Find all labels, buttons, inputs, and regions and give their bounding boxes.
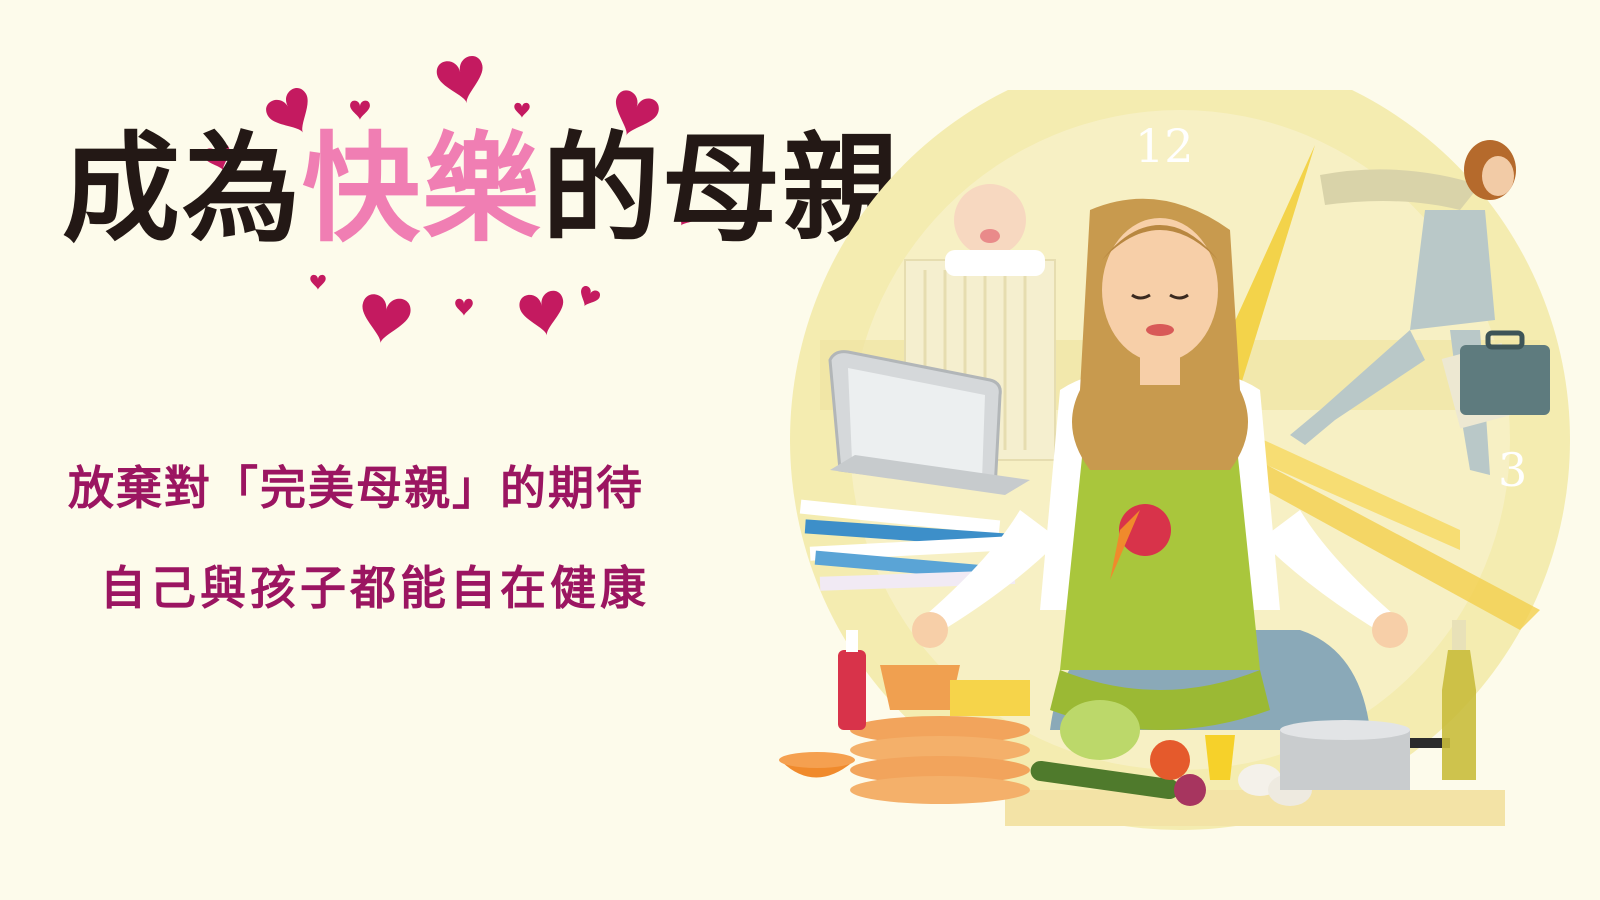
heart-icon <box>310 274 326 290</box>
cooking-pot <box>1280 720 1450 790</box>
heart-icon <box>517 289 569 340</box>
heart-icon <box>575 284 602 311</box>
plate-stack <box>850 665 1030 804</box>
bowl <box>779 752 855 778</box>
heart-icon <box>434 54 490 108</box>
sauce-bottle <box>838 630 866 730</box>
laptop-icon <box>828 350 1030 495</box>
briefcase-icon <box>1460 330 1550 415</box>
heart-icon <box>455 298 473 316</box>
page-title: 成為快樂的母親 <box>62 130 902 248</box>
heart-icon <box>514 102 530 118</box>
title-part-1: 成為 <box>62 120 303 258</box>
title-part-2: 的母親 <box>542 120 903 258</box>
heart-icon <box>350 100 370 120</box>
clock-number-3: 3 <box>1498 443 1527 497</box>
title-highlight: 快樂 <box>302 120 543 258</box>
mother-illustration: 12 3 <box>779 90 1570 830</box>
vegetables <box>1030 700 1312 806</box>
clock-number-12: 12 <box>1135 119 1194 173</box>
heart-icon <box>356 292 413 348</box>
subtitle-line-2: 自己與孩子都能自在健康 <box>100 561 650 615</box>
oil-bottle <box>1442 620 1476 780</box>
subtitle-line-1: 放棄對「完美母親」的期待 <box>68 461 644 515</box>
businesswoman-figure <box>1290 140 1550 475</box>
kitchen-items <box>779 620 1505 826</box>
